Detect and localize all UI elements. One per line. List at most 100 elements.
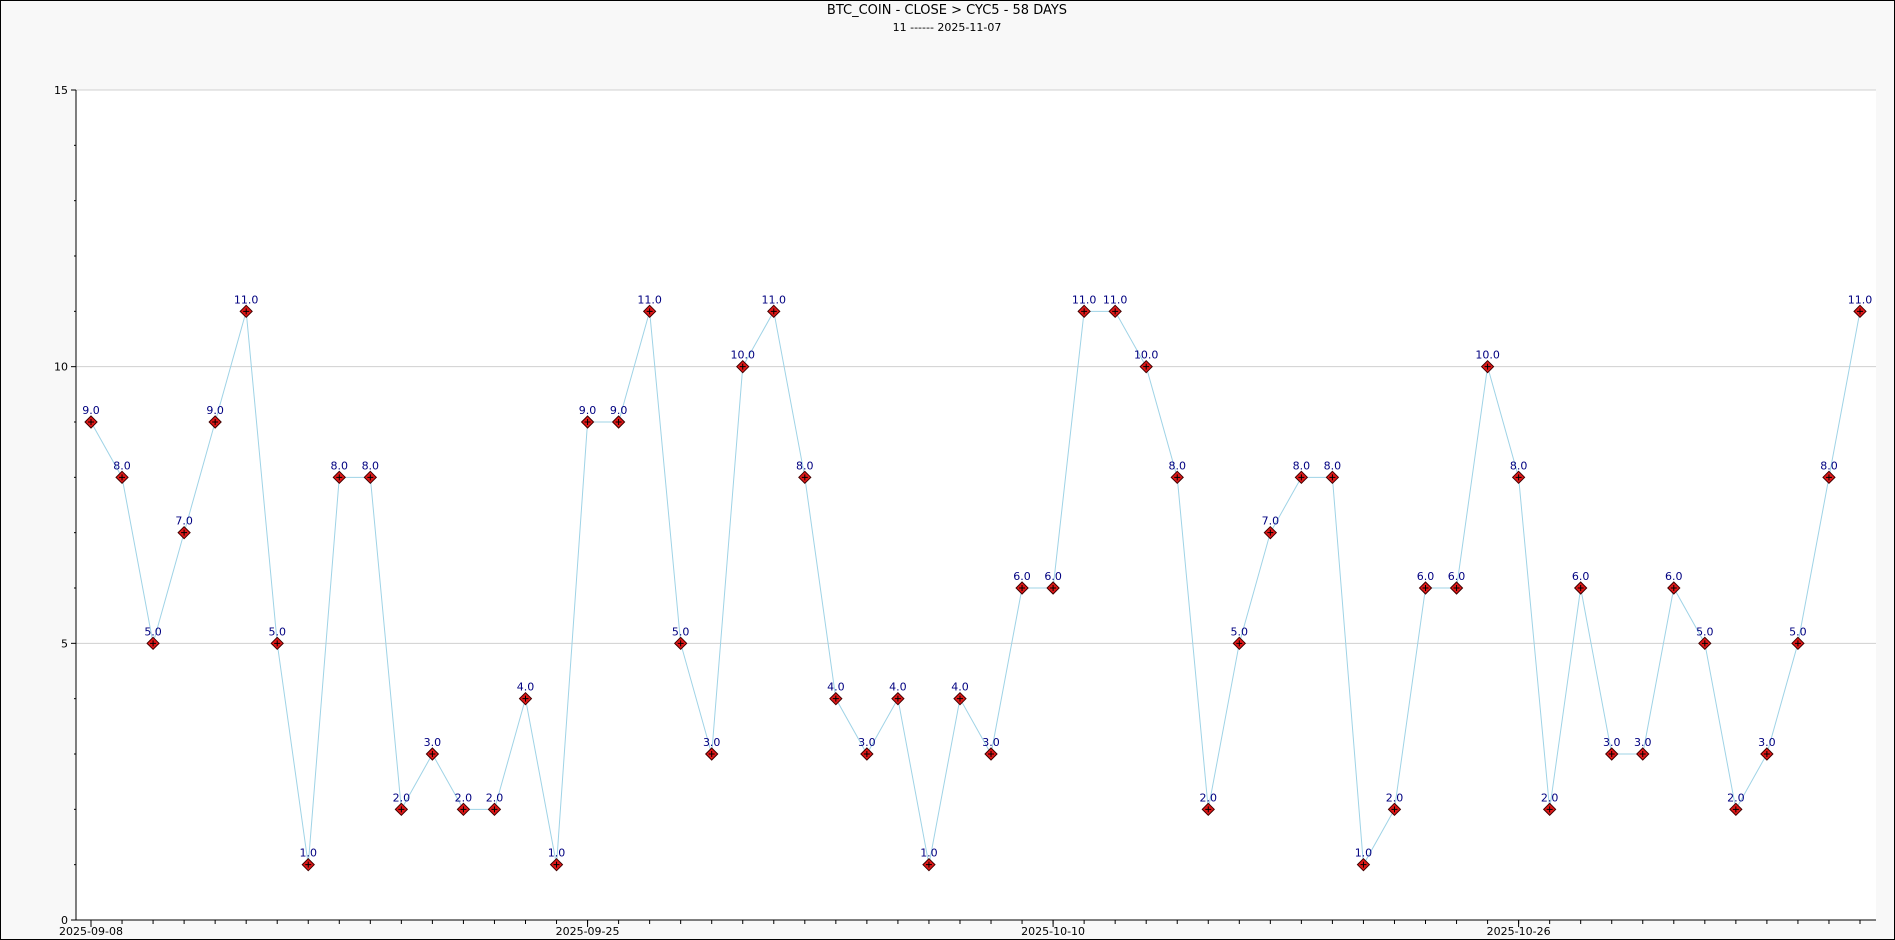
series-line	[90, 309, 1861, 867]
data-point-cross	[522, 695, 529, 702]
data-point-cross	[863, 751, 870, 757]
data-point-cross	[1205, 806, 1212, 813]
data-point-cross	[1360, 861, 1367, 868]
data-point-cross	[243, 308, 250, 315]
data-label: 6.0	[1572, 570, 1590, 583]
data-label: 8.0	[1293, 459, 1311, 472]
data-label: 3.0	[858, 736, 876, 749]
data-point-cross	[1763, 751, 1770, 757]
data-point-cross	[491, 806, 498, 813]
data-label: 2.0	[1200, 791, 1218, 804]
data-point-cross	[1174, 474, 1181, 481]
data-label: 5.0	[144, 625, 162, 638]
data-point-cross	[832, 695, 839, 702]
data-point-cross	[801, 474, 808, 481]
data-label: 3.0	[982, 736, 1000, 749]
plot-area	[76, 90, 1876, 920]
data-label: 7.0	[175, 515, 193, 528]
grid-lines	[76, 89, 1876, 644]
data-point-cross	[739, 363, 746, 370]
data-label: 1.0	[1355, 847, 1373, 860]
data-point-cross	[1143, 363, 1150, 370]
data-label: 8.0	[1324, 459, 1342, 472]
x-tick-label: 2025-09-08	[59, 925, 123, 938]
data-point-cross	[894, 695, 901, 702]
data-point-cross	[1453, 585, 1460, 591]
data-point-cross	[925, 861, 932, 868]
data-label: 10.0	[1134, 349, 1159, 362]
data-point-cross	[1422, 585, 1429, 591]
data-label: 4.0	[951, 681, 969, 694]
x-tick-label: 2025-09-25	[556, 925, 620, 938]
y-tick-label: 10	[54, 361, 68, 374]
data-label: 6.0	[1417, 570, 1435, 583]
data-label: 9.0	[579, 404, 597, 417]
data-label: 10.0	[1475, 349, 1500, 362]
data-label: 11.0	[1848, 293, 1873, 306]
data-point-cross	[1019, 585, 1026, 591]
data-point-cross	[553, 861, 560, 868]
data-label: 8.0	[796, 459, 814, 472]
data-point-cross	[646, 308, 653, 315]
data-point-cross	[1546, 806, 1553, 813]
data-label: 3.0	[703, 736, 721, 749]
data-label: 4.0	[827, 681, 845, 694]
data-label: 4.0	[517, 681, 535, 694]
data-point-cross	[1298, 474, 1305, 481]
data-point-cross	[1391, 806, 1398, 813]
data-label: 2.0	[1541, 791, 1559, 804]
data-point-cross	[677, 640, 684, 647]
data-label: 2.0	[1727, 791, 1745, 804]
data-point-cross	[305, 861, 312, 868]
data-label: 2.0	[455, 791, 473, 804]
data-point-cross	[1112, 308, 1119, 315]
data-point-cross	[956, 695, 963, 702]
axes: 0 5 10 15 2025-09-08 2025-09-25 2025-10-10 2025…	[54, 84, 1876, 938]
data-label: 3.0	[424, 736, 442, 749]
data-point-cross	[119, 474, 126, 481]
data-point-cross	[988, 751, 995, 757]
data-label: 10.0	[730, 349, 755, 362]
data-label: 9.0	[206, 404, 224, 417]
x-tick-label: 2025-10-10	[1021, 925, 1085, 938]
data-point-cross	[336, 474, 343, 481]
data-point-cross	[1732, 806, 1739, 813]
data-point-cross	[1670, 585, 1677, 591]
data-point-cross	[584, 419, 591, 425]
data-label: 8.0	[113, 459, 131, 472]
data-point-cross	[150, 640, 157, 647]
data-label: 5.0	[1231, 625, 1249, 638]
data-point-cross	[88, 419, 94, 425]
data-label: 11.0	[234, 293, 259, 306]
data-point-cross	[708, 751, 715, 757]
data-label: 1.0	[299, 847, 317, 860]
data-label: 2.0	[1386, 791, 1404, 804]
data-point-cross	[1577, 585, 1584, 591]
y-tick-label: 5	[61, 637, 68, 650]
data-label: 9.0	[82, 404, 100, 417]
data-label: 8.0	[331, 459, 349, 472]
data-label: 5.0	[672, 625, 690, 638]
data-label: 11.0	[1072, 293, 1097, 306]
data-label: 3.0	[1634, 736, 1652, 749]
chart-subtitle: 11 ------ 2025-11-07	[893, 21, 1002, 34]
data-label: 8.0	[362, 459, 380, 472]
data-label: 6.0	[1044, 570, 1062, 583]
data-point-cross	[367, 474, 374, 481]
data-point-cross	[1329, 474, 1336, 481]
data-label: 1.0	[920, 847, 938, 860]
data-label: 8.0	[1510, 459, 1528, 472]
data-point-cross	[1267, 529, 1274, 536]
series-polyline	[90, 309, 1861, 867]
data-label: 9.0	[610, 404, 628, 417]
data-point-cross	[1050, 585, 1057, 591]
data-markers	[84, 304, 1867, 872]
data-point-cross	[1081, 308, 1088, 315]
data-label: 8.0	[1820, 459, 1838, 472]
data-label: 3.0	[1603, 736, 1621, 749]
data-point-cross	[1608, 751, 1615, 757]
data-point-cross	[615, 419, 622, 425]
data-labels: 9.0 8.0 5.0 7.0 9.0 11.0 5.0 1.0 8.0 8.0 2.0 3.0 2.0…	[82, 293, 1872, 859]
